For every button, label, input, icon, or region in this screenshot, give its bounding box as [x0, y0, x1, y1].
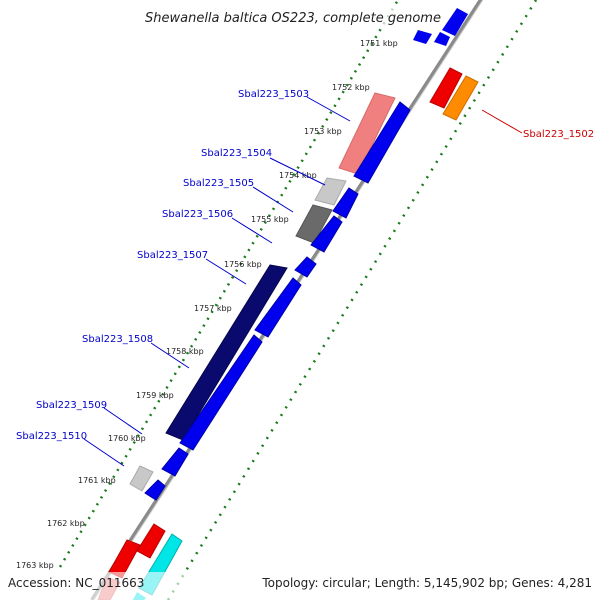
gene-label-sbal223-1507[interactable]: Sbal223_1507: [137, 250, 208, 261]
tick-label: 1754 kbp: [279, 171, 317, 180]
accession-text: Accession: NC_011663: [8, 576, 144, 590]
leader-line: [269, 157, 326, 186]
scale-ticks: 1751 kbp 1752 kbp 1753 kbp 1754 kbp 1755…: [16, 39, 398, 570]
gene-top-blue-arrow-2[interactable]: [434, 32, 450, 46]
tick-label: 1760 kbp: [108, 434, 146, 443]
gene-label-sbal223-1508[interactable]: Sbal223_1508: [82, 334, 153, 345]
forward-strand-genes: [133, 8, 468, 600]
tick-label: 1757 kbp: [194, 304, 232, 313]
leader-line: [205, 258, 247, 285]
gene-sbal223-1502-orange[interactable]: [442, 75, 479, 121]
gene-label-sbal223-1503[interactable]: Sbal223_1503: [238, 89, 309, 100]
tick-label: 1759 kbp: [136, 391, 174, 400]
genome-summary-text: Topology: circular; Length: 5,145,902 bp…: [261, 576, 592, 590]
gene-label-sbal223-1510[interactable]: Sbal223_1510: [16, 431, 87, 442]
gene-sbal223-1504-block[interactable]: [314, 177, 347, 206]
gene-sbal223-1502-red[interactable]: [429, 67, 463, 109]
map-title: Shewanella baltica OS223, complete genom…: [145, 11, 441, 26]
gene-label-sbal223-1502[interactable]: Sbal223_1502: [523, 129, 594, 140]
gene-top-blue-fragment[interactable]: [413, 30, 432, 44]
tick-label: 1758 kbp: [166, 347, 204, 356]
gene-arrow-1509-cds[interactable]: [161, 447, 189, 477]
gene-arrow-1506-cds[interactable]: [294, 256, 317, 278]
leader-line: [103, 407, 143, 435]
tick-label: 1763 kbp: [16, 561, 54, 570]
leader-line: [306, 96, 351, 122]
leader-line: [252, 186, 294, 213]
gene-arrow-1507-cds[interactable]: [254, 277, 302, 338]
tick-label: 1755 kbp: [251, 215, 289, 224]
outer-dotted-track: [166, 0, 538, 600]
tick-label: 1752 kbp: [332, 83, 370, 92]
tick-label: 1751 kbp: [360, 39, 398, 48]
leader-line: [150, 342, 190, 369]
gene-sbal223-1510-block[interactable]: [129, 465, 154, 492]
gene-top-blue-arrow[interactable]: [442, 8, 468, 36]
gene-bottom-red-arrow[interactable]: [136, 523, 166, 559]
gene-labels: Sbal223_1502 Sbal223_1503 Sbal223_1504 S…: [16, 89, 594, 467]
gene-arrow-1510-cds[interactable]: [144, 479, 166, 501]
tick-label: 1762 kbp: [47, 519, 85, 528]
gene-label-sbal223-1505[interactable]: Sbal223_1505: [183, 178, 254, 189]
gene-label-sbal223-1506[interactable]: Sbal223_1506: [162, 209, 233, 220]
tick-label: 1756 kbp: [224, 260, 262, 269]
outer-genes: [429, 67, 479, 121]
gene-arrow-1505-cds[interactable]: [310, 215, 343, 253]
leader-line: [481, 109, 523, 134]
leader-line: [83, 438, 125, 467]
tick-label: 1761 kbp: [78, 476, 116, 485]
leader-line: [231, 217, 273, 244]
tick-label: 1753 kbp: [304, 127, 342, 136]
gene-label-sbal223-1504[interactable]: Sbal223_1504: [201, 148, 272, 159]
gene-arrow-1503-cds[interactable]: [353, 101, 411, 184]
gene-arrow-1508-cds[interactable]: [179, 334, 263, 451]
gene-label-sbal223-1509[interactable]: Sbal223_1509: [36, 400, 107, 411]
gene-arrow-1504-cds[interactable]: [332, 187, 359, 219]
